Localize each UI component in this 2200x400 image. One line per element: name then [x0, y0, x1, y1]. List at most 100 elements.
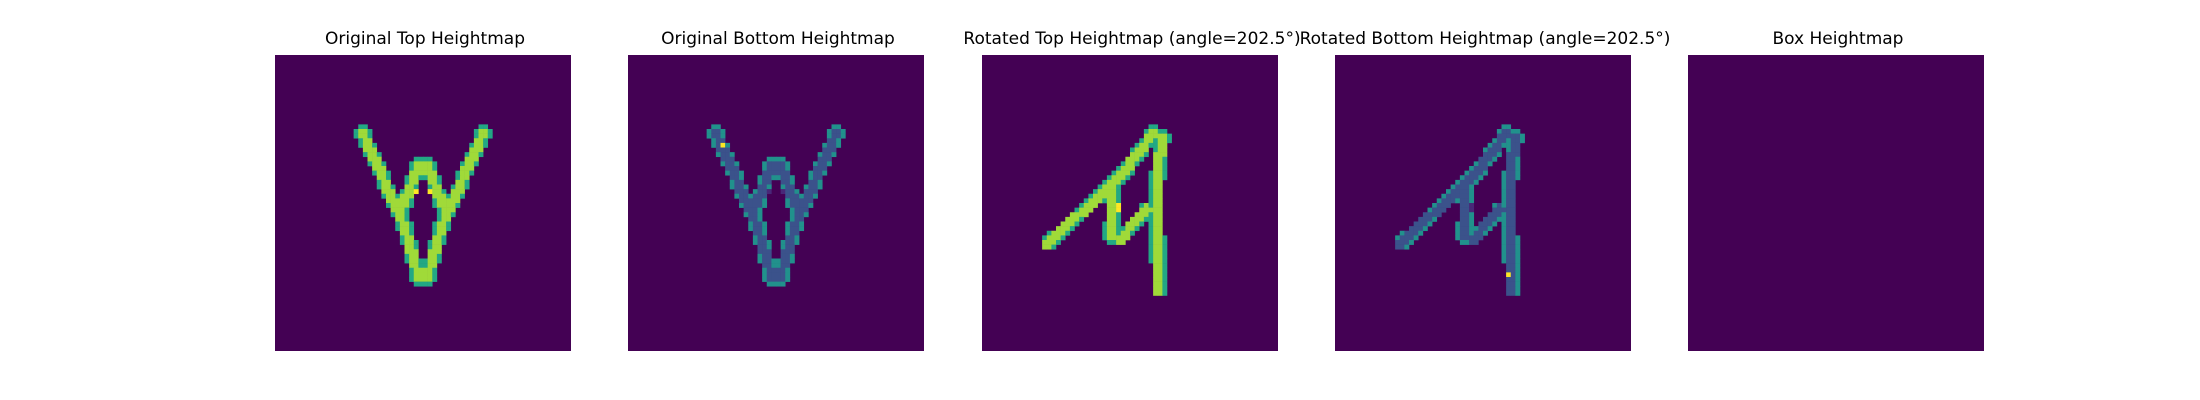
heatmap-cell [822, 142, 828, 148]
heatmap-cell [464, 156, 470, 162]
heatmap-cell [1422, 212, 1428, 218]
heatmap-cell [1441, 193, 1447, 199]
heatmap-cell [432, 230, 438, 236]
panel-rotated-top: Rotated Top Heightmap (angle=202.5°) [963, 28, 1301, 358]
heatmap-cell [399, 230, 405, 236]
heatmap-cell [436, 230, 442, 236]
heatmap-cell [1510, 244, 1516, 250]
heatmap-cell [1153, 221, 1159, 227]
heatmap-cell [1469, 235, 1475, 241]
heatmap-cell [1501, 138, 1507, 144]
heatmap-cell [1162, 156, 1168, 162]
heatmap-cell [1111, 240, 1117, 245]
heatmap-cell [1125, 170, 1131, 176]
heatmap-cell [455, 170, 461, 176]
heatmap-cell [1506, 184, 1512, 190]
heatmap-cell [1478, 161, 1484, 167]
heatmap-cell [766, 263, 772, 269]
heatmap-cell [1093, 198, 1098, 204]
heatmap-cell [413, 189, 419, 195]
heatmap-cell [473, 161, 479, 167]
heatmap-cell [1148, 240, 1154, 245]
heatmap-cell [762, 263, 768, 269]
heatmap-cell [1157, 147, 1163, 153]
heatmap-cell [794, 207, 800, 213]
heatmap-cell [446, 212, 452, 218]
heatmap-cell [413, 267, 419, 273]
heatmap-cell [1478, 235, 1484, 241]
heatmap-cell [436, 240, 442, 245]
panel-title: Box Heightmap [1772, 29, 1904, 49]
heatmap-cell [423, 263, 428, 269]
heatmap-cell [432, 267, 438, 273]
heatmap-cells [706, 124, 846, 287]
heatmap-cell [386, 179, 391, 185]
heatmap-cell [1446, 203, 1451, 208]
heatmap-cell [743, 207, 749, 213]
heatmap-cell [799, 198, 805, 204]
heatmap-cell [1130, 170, 1135, 176]
heatmap-cell [395, 226, 401, 232]
heatmap-cell [1157, 152, 1163, 158]
heatmap-cell [1455, 189, 1461, 195]
heatmap-cell [780, 156, 786, 162]
heatmap-cell [1111, 230, 1117, 236]
heatmap-cell [1395, 244, 1401, 250]
heatmap-cell [1483, 161, 1488, 167]
heatmap-cell [423, 175, 428, 181]
panel-box: Box Heightmap [1688, 28, 1988, 358]
heatmap-cell [1157, 286, 1163, 292]
heatmap-cell [358, 133, 364, 139]
heatmap-cell [794, 230, 800, 236]
heatmap-cell [794, 193, 800, 199]
heatmap-cell [409, 244, 415, 250]
heatmap-cell [1157, 277, 1163, 282]
heatmap-cell [826, 147, 832, 153]
heatmap-cell [436, 253, 442, 259]
heatmap-cell [1455, 226, 1461, 232]
heatmap-cell [1134, 221, 1140, 227]
heatmap-cell [1510, 212, 1516, 218]
heatmap-cell [1510, 286, 1516, 292]
heatmap-cell [1148, 258, 1154, 264]
heatmap-cell [1492, 203, 1498, 208]
heatmap-cell [1483, 221, 1488, 227]
heatmap-cell [762, 184, 768, 190]
heatmap-cell [483, 133, 489, 139]
heatmap-cell [1153, 240, 1159, 245]
heatmap-cell [813, 161, 818, 167]
heatmap-cell [1093, 193, 1098, 199]
heatmap-cell [1111, 235, 1117, 241]
heatmap-cell [427, 240, 433, 245]
heatmap-cell [1464, 203, 1470, 208]
heatmap-cell [399, 226, 405, 232]
heatmap-cell [1116, 193, 1122, 199]
heatmap-cell [1501, 221, 1507, 227]
heatmap-cell [399, 235, 405, 241]
heatmap-cell [1111, 184, 1117, 190]
heatmap-cell [1510, 216, 1516, 222]
heatmap-cell [390, 198, 396, 204]
heatmap-cell [446, 193, 452, 199]
heatmap-cell [478, 124, 484, 130]
heatmap-cell [1116, 235, 1122, 241]
heatmap-cell [446, 226, 452, 232]
heatmap-cell [1120, 235, 1126, 241]
heatmap-cell [432, 198, 438, 204]
heatmap-cell [720, 156, 726, 162]
heatmap-cells [353, 124, 493, 287]
heatmap-cell [789, 230, 795, 236]
heatmap-cell [826, 138, 832, 144]
heatmap-cell [762, 175, 768, 181]
heatmap-cell [1153, 281, 1159, 287]
heatmap-cell [1167, 133, 1172, 139]
heatmap-cell [743, 189, 749, 195]
heatmap-cell [404, 193, 410, 199]
heatmap-cell [1418, 216, 1424, 222]
heatmap-cell [780, 267, 786, 273]
heatmap-cell [1478, 166, 1484, 171]
heatmap-cell [725, 166, 731, 171]
heatmap-cell [1083, 207, 1089, 213]
heatmap-cell [771, 166, 777, 171]
heatmap-cell [794, 203, 800, 208]
